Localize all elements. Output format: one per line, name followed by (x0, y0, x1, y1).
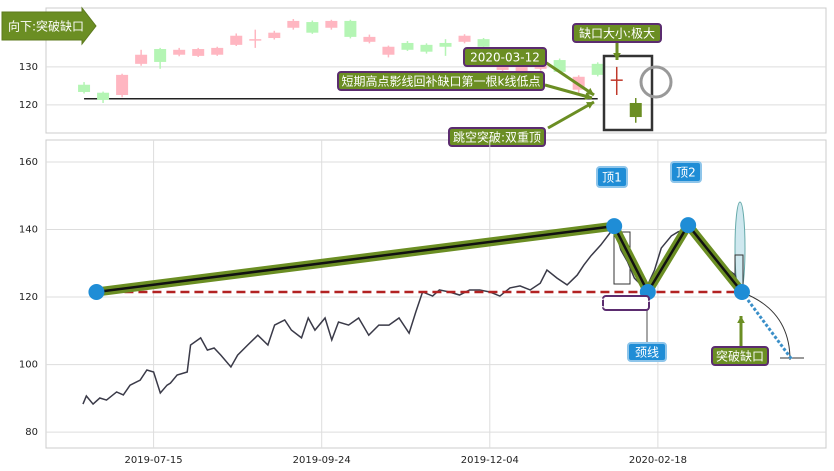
panel-label: 向下:突破缺口 (8, 19, 84, 34)
x-tick-label: 2019-07-15 (125, 455, 183, 466)
candle-body (439, 42, 452, 47)
x-tick-label: 2020-02-18 (629, 455, 687, 466)
candle-body (401, 42, 414, 50)
candle-body (268, 32, 281, 39)
candle-body (306, 22, 319, 33)
y-tick-label: 100 (19, 360, 38, 371)
arrow (544, 83, 593, 100)
candle-body (629, 102, 642, 118)
candle-body (553, 60, 566, 72)
annotation-box (596, 166, 628, 188)
candle-body (458, 35, 471, 42)
y-tick-label: 160 (19, 157, 38, 168)
arrow-head (586, 102, 594, 109)
candle-body (97, 92, 110, 100)
annotation-box (627, 342, 667, 362)
arrow (544, 60, 595, 97)
candle-body (287, 20, 300, 28)
x-tick-label: 2019-12-04 (461, 455, 519, 466)
annotation-box (337, 71, 545, 91)
candle-body (363, 36, 376, 42)
arrow-head (737, 316, 745, 324)
annotation: 2020-03-12 (470, 51, 540, 65)
annotation-box (670, 161, 702, 183)
y-tick-label: 140 (19, 224, 38, 235)
annotation: 跳空突破:双重顶 (453, 130, 541, 145)
pattern-point (606, 218, 623, 235)
annotation: 顶1 (602, 171, 622, 185)
candle-body (325, 20, 338, 28)
candle-body (477, 39, 490, 47)
candle-body (515, 63, 528, 74)
candle-body (591, 63, 604, 75)
candle-body (230, 35, 243, 45)
y-tick-label: 120 (19, 100, 38, 111)
pattern-point (680, 217, 697, 234)
target-arc (740, 291, 791, 361)
annotation: 缺口大小:极大 (579, 26, 655, 41)
pattern-point (88, 283, 105, 300)
candle-body (249, 39, 262, 41)
candle-body (344, 20, 357, 37)
annotation: Common (599, 297, 653, 311)
annotation-box (711, 346, 769, 366)
bottom-panel (45, 139, 827, 449)
arrow-head (584, 92, 592, 100)
candle-body (116, 74, 129, 96)
annotation: 短期高点影线回补缺口第一根k线低点 (342, 74, 541, 89)
annotation-box (602, 295, 650, 311)
y-tick-label: 130 (19, 62, 38, 73)
y-tick-label: 80 (25, 427, 38, 438)
top-panel (45, 7, 827, 134)
candle-body (420, 44, 433, 52)
candle-body (154, 49, 167, 62)
arrow-head (586, 87, 594, 95)
candle-body (382, 46, 395, 55)
candle-body (610, 79, 623, 81)
gap-box (602, 54, 654, 132)
gap-circle (639, 65, 673, 99)
annotation: 颈线 (635, 346, 659, 360)
label-arrow (1, 6, 97, 46)
target-line (740, 291, 794, 362)
annotation-box (572, 23, 662, 43)
candle-body (78, 84, 91, 92)
candle-body (173, 49, 186, 55)
arrow-head (613, 52, 621, 60)
annotation: 顶2 (676, 166, 696, 180)
candle-body (135, 54, 148, 64)
arrow (547, 100, 595, 130)
pattern-point (733, 283, 750, 300)
candle-body (211, 47, 224, 55)
y-tick-label: 120 (19, 292, 38, 303)
annotation-box (448, 127, 546, 147)
candle-body (192, 49, 205, 56)
x-tick-label: 2019-09-24 (293, 455, 351, 466)
annotation: 突破缺口 (716, 349, 764, 364)
annotation-box (463, 47, 547, 67)
